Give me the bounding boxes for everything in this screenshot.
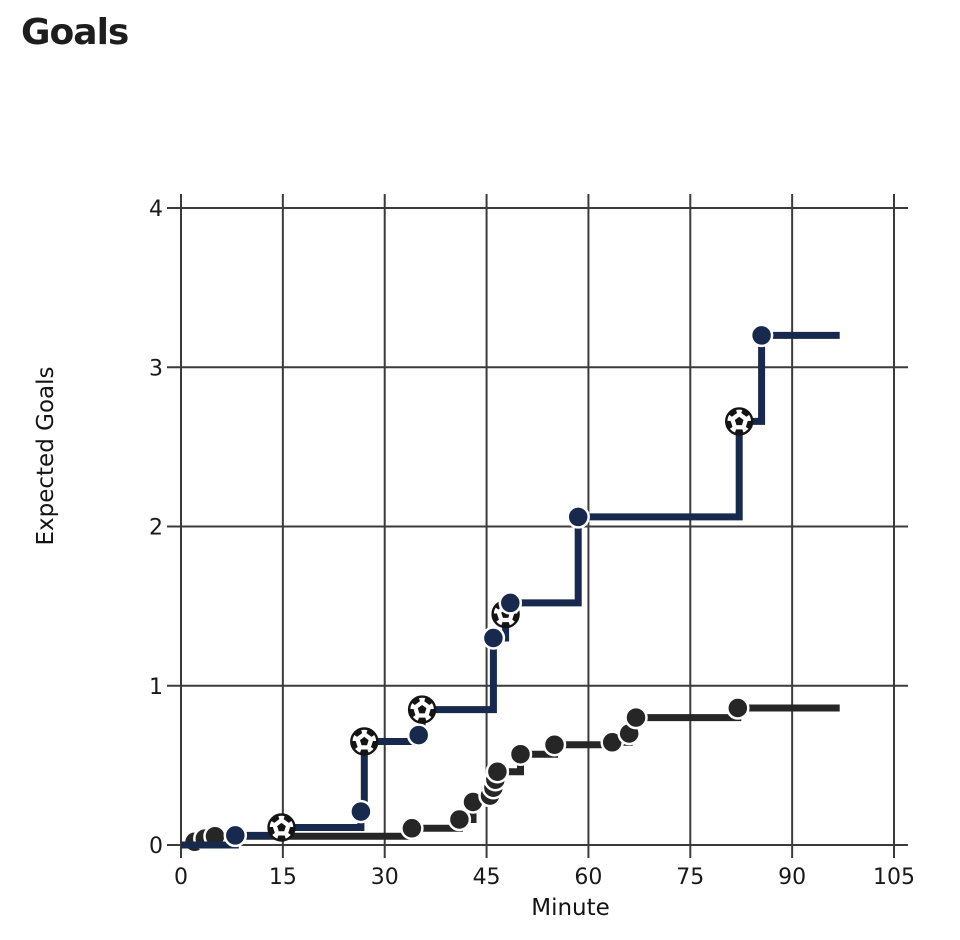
goal-ball-marker [407,695,437,724]
xg-event-marker [485,759,510,784]
y-tick-label: 4 [149,197,163,222]
xg-event-marker [624,705,648,730]
xg-event-marker [223,823,248,848]
x-tick-label: 15 [269,865,297,890]
goal-ball-marker [350,727,379,756]
x-tick-labels: 0 15 30 45 60 75 90 105 [174,865,915,890]
gridlines [167,194,908,858]
x-tick-label: 90 [778,865,806,890]
xg-event-marker [406,723,431,747]
xg-event-marker [566,505,590,529]
x-tick-label: 75 [676,865,704,890]
y-tick-label: 3 [149,356,163,381]
markers-team-navy [223,323,774,848]
xg-event-marker [481,626,506,650]
xg-event-marker [349,799,373,824]
xg-event-marker [749,323,774,348]
markers-team-dark [182,696,750,854]
y-tick-label: 1 [149,675,163,700]
x-tick-label: 105 [873,865,915,890]
y-tick-label: 2 [149,516,163,541]
series-layer [181,323,840,854]
x-tick-label: 0 [174,865,188,890]
y-tick-label: 0 [149,834,163,859]
xg-event-marker [447,807,472,832]
xg-event-marker [542,732,567,757]
xg-event-marker [400,816,424,841]
xg-event-marker [508,742,533,766]
goal-ball-marker [267,813,296,842]
y-tick-labels: 0 1 2 3 4 [149,197,163,859]
xg-event-marker [498,591,523,615]
chart-title: Goals [21,12,129,53]
x-tick-label: 45 [473,865,501,890]
x-axis-title: Minute [531,895,610,921]
x-tick-label: 30 [371,865,399,890]
x-tick-label: 60 [574,865,602,890]
xg-event-marker [726,696,750,720]
goal-ball-marker [725,407,754,436]
